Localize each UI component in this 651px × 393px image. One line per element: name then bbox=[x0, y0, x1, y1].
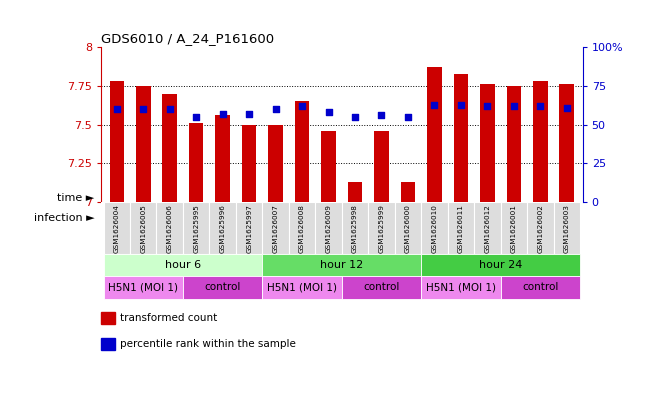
Text: GSM1626000: GSM1626000 bbox=[405, 204, 411, 253]
Bar bbox=[109, 81, 124, 202]
Text: hour 24: hour 24 bbox=[479, 260, 522, 270]
Text: hour 12: hour 12 bbox=[320, 260, 363, 270]
Bar bbox=[427, 67, 441, 202]
Bar bbox=[348, 182, 363, 202]
Text: GSM1625998: GSM1625998 bbox=[352, 204, 358, 253]
Bar bbox=[400, 182, 415, 202]
Bar bbox=[480, 84, 495, 202]
Text: GSM1626003: GSM1626003 bbox=[564, 204, 570, 253]
Point bbox=[403, 114, 413, 120]
FancyBboxPatch shape bbox=[262, 276, 342, 299]
Text: H5N1 (MOI 1): H5N1 (MOI 1) bbox=[108, 283, 178, 292]
Text: time ►: time ► bbox=[57, 193, 94, 204]
Point bbox=[482, 103, 493, 109]
FancyBboxPatch shape bbox=[130, 202, 156, 254]
FancyBboxPatch shape bbox=[289, 202, 315, 254]
Text: GSM1625997: GSM1625997 bbox=[246, 204, 252, 253]
FancyBboxPatch shape bbox=[501, 276, 580, 299]
Bar bbox=[136, 86, 150, 202]
FancyBboxPatch shape bbox=[368, 202, 395, 254]
Text: GSM1626006: GSM1626006 bbox=[167, 204, 173, 253]
FancyBboxPatch shape bbox=[421, 254, 580, 276]
Text: GSM1626002: GSM1626002 bbox=[537, 204, 544, 253]
Bar bbox=[215, 116, 230, 202]
Text: control: control bbox=[204, 283, 241, 292]
Bar bbox=[189, 123, 204, 202]
Point bbox=[562, 105, 572, 111]
Point bbox=[217, 111, 228, 117]
Point bbox=[138, 106, 148, 112]
Bar bbox=[268, 125, 283, 202]
FancyBboxPatch shape bbox=[527, 202, 553, 254]
Bar bbox=[242, 125, 256, 202]
FancyBboxPatch shape bbox=[421, 202, 448, 254]
Text: GDS6010 / A_24_P161600: GDS6010 / A_24_P161600 bbox=[101, 31, 274, 44]
Point bbox=[456, 101, 466, 108]
FancyBboxPatch shape bbox=[156, 202, 183, 254]
Text: GSM1626005: GSM1626005 bbox=[140, 204, 146, 253]
FancyBboxPatch shape bbox=[104, 276, 183, 299]
Bar bbox=[454, 73, 468, 202]
FancyBboxPatch shape bbox=[342, 202, 368, 254]
FancyBboxPatch shape bbox=[501, 202, 527, 254]
FancyBboxPatch shape bbox=[474, 202, 501, 254]
Bar bbox=[163, 94, 177, 202]
Point bbox=[244, 111, 255, 117]
FancyBboxPatch shape bbox=[553, 202, 580, 254]
Bar bbox=[374, 131, 389, 202]
Text: GSM1626004: GSM1626004 bbox=[114, 204, 120, 253]
Bar bbox=[506, 86, 521, 202]
Point bbox=[270, 106, 281, 112]
Text: GSM1626011: GSM1626011 bbox=[458, 204, 464, 253]
FancyBboxPatch shape bbox=[210, 202, 236, 254]
Text: hour 6: hour 6 bbox=[165, 260, 201, 270]
Point bbox=[297, 103, 307, 109]
Text: GSM1625999: GSM1625999 bbox=[378, 204, 385, 253]
Point bbox=[165, 106, 175, 112]
Point bbox=[191, 114, 201, 120]
Text: transformed count: transformed count bbox=[120, 313, 217, 323]
Text: control: control bbox=[522, 283, 559, 292]
Point bbox=[535, 103, 546, 109]
FancyBboxPatch shape bbox=[236, 202, 262, 254]
FancyBboxPatch shape bbox=[395, 202, 421, 254]
Text: GSM1626007: GSM1626007 bbox=[273, 204, 279, 253]
FancyBboxPatch shape bbox=[104, 254, 262, 276]
Bar bbox=[321, 131, 336, 202]
Text: GSM1626009: GSM1626009 bbox=[326, 204, 331, 253]
Text: GSM1625996: GSM1625996 bbox=[219, 204, 226, 253]
FancyBboxPatch shape bbox=[421, 276, 501, 299]
Text: GSM1626001: GSM1626001 bbox=[511, 204, 517, 253]
Text: GSM1626010: GSM1626010 bbox=[432, 204, 437, 253]
Text: percentile rank within the sample: percentile rank within the sample bbox=[120, 339, 296, 349]
Bar bbox=[559, 84, 574, 202]
FancyBboxPatch shape bbox=[183, 276, 262, 299]
FancyBboxPatch shape bbox=[448, 202, 474, 254]
FancyBboxPatch shape bbox=[104, 202, 130, 254]
FancyBboxPatch shape bbox=[262, 254, 421, 276]
Point bbox=[429, 101, 439, 108]
Point bbox=[376, 112, 387, 119]
Text: H5N1 (MOI 1): H5N1 (MOI 1) bbox=[426, 283, 496, 292]
Bar bbox=[533, 81, 547, 202]
Point bbox=[111, 106, 122, 112]
Point bbox=[350, 114, 360, 120]
Text: GSM1626008: GSM1626008 bbox=[299, 204, 305, 253]
Text: infection ►: infection ► bbox=[34, 213, 94, 223]
FancyBboxPatch shape bbox=[342, 276, 421, 299]
Text: GSM1625995: GSM1625995 bbox=[193, 204, 199, 253]
FancyBboxPatch shape bbox=[183, 202, 210, 254]
Point bbox=[508, 103, 519, 109]
Text: H5N1 (MOI 1): H5N1 (MOI 1) bbox=[267, 283, 337, 292]
FancyBboxPatch shape bbox=[315, 202, 342, 254]
FancyBboxPatch shape bbox=[262, 202, 289, 254]
Bar bbox=[295, 101, 309, 202]
Point bbox=[324, 109, 334, 116]
Text: GSM1626012: GSM1626012 bbox=[484, 204, 490, 253]
Text: control: control bbox=[363, 283, 400, 292]
